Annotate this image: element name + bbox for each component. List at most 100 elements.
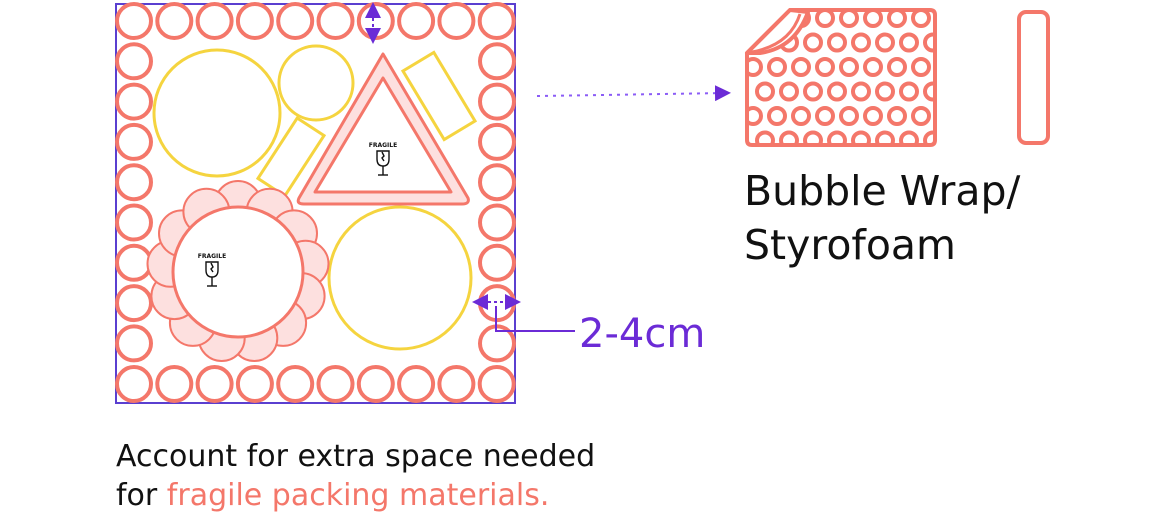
item-small-round	[277, 44, 355, 122]
bubble	[115, 284, 153, 323]
sheet-bubble	[767, 57, 787, 77]
bubble	[397, 2, 436, 40]
sheet-bubble	[863, 106, 883, 126]
sheet-bubble	[839, 10, 859, 28]
sheet-bubble	[755, 81, 775, 102]
sheet-bubble	[863, 10, 883, 28]
sheet-bubble	[937, 108, 953, 124]
bubble	[478, 82, 516, 121]
bubble	[437, 2, 476, 40]
bubble	[115, 365, 153, 403]
sheet-bubble	[899, 81, 919, 102]
sheet-bubble	[815, 106, 835, 126]
styrofoam-strip-icon	[1017, 10, 1050, 145]
bubble	[478, 203, 516, 242]
broken-glass-icon	[376, 150, 390, 176]
sheet-bubble	[791, 57, 811, 77]
fragile-round-item: FRAGILE	[146, 180, 330, 362]
sheet-bubble	[747, 106, 763, 126]
sheet-bubble	[827, 81, 847, 102]
bubble	[115, 2, 153, 40]
item-rectangle-2	[400, 50, 478, 142]
sheet-bubble	[875, 32, 895, 53]
item-rectangle-1	[255, 116, 327, 198]
bubble	[115, 203, 153, 242]
bubble	[235, 2, 274, 40]
item-round-bottom	[327, 205, 473, 351]
bubble	[195, 365, 234, 403]
bubble	[115, 82, 153, 121]
sheet-bubble	[923, 81, 935, 102]
bubble	[276, 365, 315, 403]
sheet-bubble	[911, 10, 931, 28]
sheet-bubble	[899, 130, 919, 145]
caption-line2-plain: for	[116, 478, 167, 513]
material-label-line2: Styrofoam	[744, 221, 956, 269]
sheet-bubble	[747, 57, 763, 77]
sheet-bubble	[767, 106, 787, 126]
box-outline	[115, 3, 516, 404]
item-large-round	[152, 48, 282, 178]
sheet-bubble	[839, 106, 859, 126]
sheet-bubble	[851, 32, 871, 53]
bubble	[397, 365, 436, 403]
bubble	[478, 122, 516, 161]
sheet-bubble	[791, 106, 811, 126]
bubble	[115, 163, 153, 202]
measure-leader	[495, 306, 575, 332]
bubble	[115, 42, 153, 81]
fragile-triangle-item: FRAGILE	[296, 52, 470, 206]
caption-line1: Account for extra space needed	[116, 439, 595, 474]
bubble	[478, 243, 516, 282]
bubble	[316, 365, 355, 403]
sheet-bubble	[839, 57, 859, 77]
bubble	[235, 365, 274, 403]
bubble	[356, 365, 395, 403]
fragile-label-2: FRAGILE	[198, 253, 226, 260]
sheet-bubble	[887, 57, 907, 77]
material-label-line1: Bubble Wrap/	[744, 167, 1021, 215]
sheet-bubble	[815, 10, 835, 28]
bubble	[155, 2, 194, 40]
sheet-bubble	[803, 81, 823, 102]
bubble	[276, 2, 315, 40]
sheet-bubble	[911, 57, 931, 77]
sheet-bubble	[863, 57, 883, 77]
sheet-bubble	[779, 81, 799, 102]
sheet-bubble	[803, 32, 823, 53]
sheet-bubble	[937, 10, 953, 26]
caption-line2-accent: fragile packing materials.	[167, 478, 550, 513]
sheet-bubble	[827, 130, 847, 145]
bubble	[477, 365, 516, 403]
measurement-label: 2-4cm	[579, 311, 705, 357]
caption-line2: for fragile packing materials.	[116, 478, 549, 513]
bubble	[115, 243, 153, 282]
bubble	[115, 324, 153, 363]
sheet-bubble	[779, 130, 799, 145]
sheet-bubble	[851, 81, 871, 102]
sheet-bubble	[887, 106, 907, 126]
materials-pointer	[536, 85, 731, 102]
bubble	[478, 163, 516, 202]
sheet-bubble	[911, 106, 931, 126]
bubble-wrap-sheet-icon	[745, 8, 953, 147]
sheet-bubble	[923, 32, 935, 53]
sheet-bubble	[937, 59, 953, 75]
bubble	[478, 42, 516, 81]
sheet-bubble	[755, 130, 775, 145]
bubble	[115, 122, 153, 161]
sheet-bubble	[899, 32, 919, 53]
broken-glass-icon	[205, 261, 219, 287]
sheet-bubble	[815, 57, 835, 77]
sheet-bubble	[803, 130, 823, 145]
sheet-bubble	[875, 130, 895, 145]
bubble	[195, 2, 234, 40]
sheet-bubble	[827, 32, 847, 53]
bubble	[356, 2, 395, 40]
sheet-bubble	[875, 81, 895, 102]
sheet-bubble	[887, 10, 907, 28]
bubble	[477, 2, 516, 40]
sheet-bubble	[747, 10, 763, 28]
bubble	[155, 365, 194, 403]
